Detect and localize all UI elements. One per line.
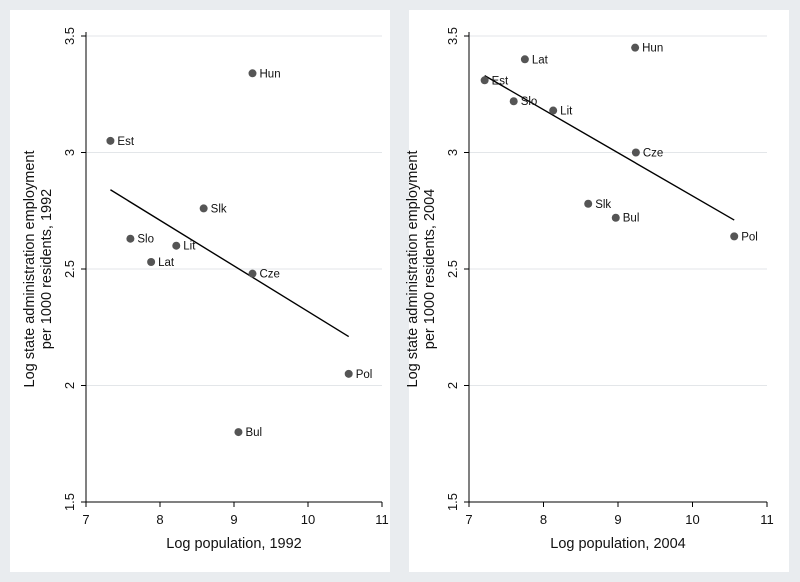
y-tick-label: 3.5	[445, 27, 460, 45]
chart-panel-2: 1.5 2 2.5 3 3.5 7 8 9 10 11 Log population, 2004 Lo…	[405, 10, 789, 572]
panel-background	[10, 10, 390, 572]
data-point	[234, 428, 243, 437]
data-point-label: Slo	[521, 96, 538, 108]
y-axis-title-line-1: Log state administration employment	[22, 151, 38, 388]
y-axis-title-line-1: Log state administration employment	[405, 151, 421, 388]
data-point	[549, 106, 558, 115]
x-tick-label: 9	[230, 512, 237, 527]
data-point-label: Lit	[183, 241, 196, 253]
data-point-label: Lat	[532, 54, 549, 66]
x-tick-label: 11	[760, 512, 774, 527]
data-point-label: Slk	[595, 199, 611, 211]
data-point	[584, 199, 593, 208]
x-tick-label: 10	[685, 512, 699, 527]
data-point-label: Lat	[158, 257, 175, 269]
data-point	[631, 43, 640, 52]
data-point	[199, 204, 208, 213]
y-tick-label: 2	[445, 382, 460, 389]
x-tick-label: 11	[375, 512, 389, 527]
data-point	[172, 241, 181, 250]
chart-panel-1: 1.5 2 2.5 3 3.5 7 8 9 10 11 Log population, 1992 Lo…	[10, 10, 390, 572]
data-point	[631, 148, 640, 157]
data-point-label: Est	[117, 136, 134, 148]
y-tick-label: 2.5	[62, 260, 77, 278]
data-point-label: Slo	[137, 234, 154, 246]
data-point	[248, 269, 257, 278]
x-tick-label: 10	[301, 512, 315, 527]
data-point-label: Bul	[623, 213, 640, 225]
data-point	[730, 232, 739, 241]
x-axis-title: Log population, 1992	[166, 536, 301, 552]
data-point-label: Cze	[260, 269, 280, 281]
data-point	[611, 213, 620, 222]
y-tick-label: 3.5	[62, 27, 77, 45]
fit-line	[484, 75, 735, 221]
data-point-label: Lit	[560, 106, 573, 118]
data-point	[509, 97, 518, 106]
y-tick-label: 2	[62, 382, 77, 389]
data-point	[248, 69, 257, 78]
data-point-label: Pol	[356, 369, 373, 381]
x-axis-title: Log population, 2004	[550, 536, 685, 552]
data-point-label: Pol	[741, 231, 758, 243]
y-axis-title-line-2: per 1000 residents, 1992	[39, 189, 55, 349]
fit-line	[110, 189, 350, 338]
panel-background	[409, 10, 789, 572]
data-point	[106, 136, 115, 145]
y-tick-label: 1.5	[445, 493, 460, 511]
x-tick-label: 9	[614, 512, 621, 527]
data-point-label: Hun	[260, 68, 281, 80]
x-tick-label: 8	[156, 512, 163, 527]
data-point	[520, 55, 529, 64]
data-point-label: Cze	[643, 148, 663, 160]
y-axis-title-line-2: per 1000 residents, 2004	[422, 189, 438, 349]
y-tick-label: 2.5	[445, 260, 460, 278]
data-point-label: Slk	[211, 203, 227, 215]
x-tick-label: 8	[540, 512, 547, 527]
data-point-label: Bul	[245, 427, 262, 439]
data-point	[126, 234, 135, 243]
data-point	[147, 258, 156, 267]
data-point	[480, 76, 489, 85]
y-tick-label: 3	[62, 149, 77, 156]
data-point	[344, 369, 353, 378]
y-tick-label: 3	[445, 149, 460, 156]
x-tick-label: 7	[465, 512, 472, 527]
data-point-label: Hun	[642, 43, 663, 55]
y-tick-label: 1.5	[62, 493, 77, 511]
data-point-label: Est	[492, 75, 509, 87]
x-tick-label: 7	[82, 512, 89, 527]
